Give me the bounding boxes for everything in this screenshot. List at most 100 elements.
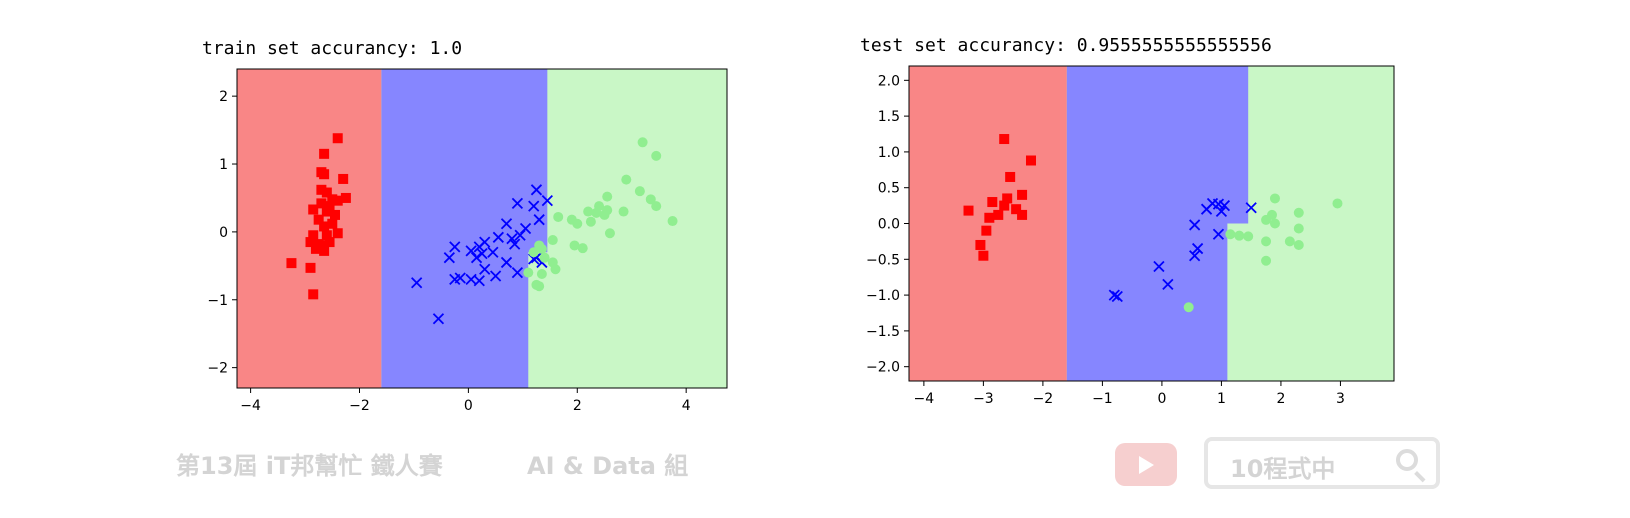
point-class-2 bbox=[536, 268, 547, 279]
point-class-2 bbox=[1269, 193, 1280, 204]
point-class-2 bbox=[645, 194, 656, 205]
point-class-0 bbox=[319, 148, 330, 159]
watermark-search-text: 10程式中 bbox=[1230, 455, 1336, 483]
point-class-1 bbox=[473, 241, 485, 253]
point-class-1 bbox=[487, 246, 499, 258]
watermark-category: AI & Data 組 bbox=[527, 452, 689, 480]
point-class-1 bbox=[1218, 199, 1231, 212]
point-class-2 bbox=[536, 243, 547, 254]
point-class-0 bbox=[330, 209, 340, 220]
x-tick-label: 2 bbox=[1276, 391, 1285, 407]
point-class-2 bbox=[1234, 230, 1245, 241]
point-class-1 bbox=[1245, 202, 1257, 214]
y-tick-label: 1 bbox=[219, 157, 228, 173]
point-class-1 bbox=[1212, 228, 1225, 240]
point-class-1 bbox=[1189, 250, 1201, 262]
point-class-1 bbox=[479, 263, 491, 275]
point-class-0 bbox=[975, 239, 986, 250]
point-class-2 bbox=[1269, 218, 1280, 229]
y-tick-label: 2.0 bbox=[878, 73, 900, 89]
point-class-1 bbox=[1111, 290, 1123, 303]
point-class-0 bbox=[981, 225, 992, 236]
point-class-1 bbox=[432, 313, 445, 325]
point-class-2 bbox=[1243, 231, 1254, 242]
x-tick-label: −2 bbox=[1033, 391, 1054, 407]
point-class-2 bbox=[572, 218, 583, 229]
point-class-0 bbox=[319, 169, 330, 180]
point-class-2 bbox=[1183, 302, 1194, 313]
x-tick-label: 0 bbox=[464, 398, 473, 414]
point-class-2 bbox=[1284, 236, 1295, 247]
point-class-2 bbox=[667, 216, 678, 227]
point-class-0 bbox=[1017, 189, 1028, 200]
watermark-event-name: 第13屆 iT邦幫忙 鐵人賽 bbox=[176, 452, 443, 480]
point-class-2 bbox=[1261, 214, 1272, 225]
point-class-0 bbox=[316, 198, 327, 209]
region-class-1 bbox=[1066, 66, 1249, 381]
point-class-2 bbox=[1332, 198, 1343, 209]
point-class-2 bbox=[1293, 223, 1304, 234]
region-class-0 bbox=[237, 69, 382, 388]
point-class-0 bbox=[332, 133, 343, 144]
point-class-1 bbox=[528, 200, 540, 212]
point-class-1 bbox=[506, 233, 518, 245]
point-class-1 bbox=[1108, 289, 1120, 301]
point-class-0 bbox=[993, 209, 1004, 220]
point-class-2 bbox=[602, 191, 613, 202]
point-class-0 bbox=[332, 228, 343, 239]
point-class-0 bbox=[338, 173, 349, 184]
point-class-0 bbox=[984, 212, 995, 223]
y-tick-label: −1.5 bbox=[866, 324, 900, 340]
point-class-1 bbox=[489, 270, 502, 282]
point-class-1 bbox=[500, 256, 513, 269]
point-class-0 bbox=[321, 187, 332, 198]
point-class-1 bbox=[1215, 205, 1228, 217]
y-tick-label: −1 bbox=[207, 293, 228, 309]
y-tick-label: 0.0 bbox=[878, 217, 900, 233]
x-tick-label: 2 bbox=[573, 398, 582, 414]
watermark-search-box: 10程式中 bbox=[1204, 437, 1440, 489]
point-class-0 bbox=[999, 200, 1010, 211]
point-class-2 bbox=[599, 209, 610, 220]
point-class-0 bbox=[1017, 209, 1028, 220]
point-class-0 bbox=[324, 201, 335, 212]
point-class-2 bbox=[553, 211, 564, 222]
point-class-0 bbox=[340, 192, 351, 203]
y-tick-label: 0 bbox=[219, 225, 228, 241]
point-class-1 bbox=[500, 218, 513, 230]
x-tick-label: 3 bbox=[1336, 391, 1345, 407]
point-class-2 bbox=[621, 174, 632, 185]
point-class-1 bbox=[449, 241, 461, 253]
y-tick-label: 1.0 bbox=[878, 145, 900, 161]
point-class-2 bbox=[618, 206, 629, 217]
point-class-1 bbox=[1189, 219, 1201, 231]
point-class-2 bbox=[547, 235, 558, 246]
point-class-0 bbox=[324, 237, 335, 248]
point-class-1 bbox=[465, 245, 477, 257]
point-class-0 bbox=[321, 230, 332, 241]
point-class-1 bbox=[511, 266, 524, 279]
y-tick-label: −2 bbox=[207, 361, 228, 377]
point-class-0 bbox=[978, 250, 989, 261]
point-class-0 bbox=[327, 218, 338, 229]
point-class-0 bbox=[1011, 204, 1022, 215]
point-class-1 bbox=[492, 231, 504, 243]
axes-frame bbox=[236, 68, 728, 389]
point-class-0 bbox=[305, 262, 316, 273]
x-tick-label: −2 bbox=[349, 398, 370, 414]
point-class-0 bbox=[310, 243, 321, 254]
point-class-1 bbox=[511, 197, 524, 210]
point-class-1 bbox=[1153, 260, 1165, 273]
point-class-2 bbox=[528, 247, 539, 258]
point-class-0 bbox=[963, 205, 974, 216]
point-class-2 bbox=[1261, 255, 1272, 266]
point-class-0 bbox=[321, 206, 332, 217]
point-class-0 bbox=[316, 240, 327, 251]
point-class-2 bbox=[534, 281, 545, 292]
point-class-0 bbox=[305, 237, 316, 248]
point-class-0 bbox=[308, 289, 319, 300]
point-class-0 bbox=[327, 194, 338, 205]
x-tick-label: −3 bbox=[973, 391, 994, 407]
region-class-1 bbox=[381, 69, 548, 388]
point-class-0 bbox=[987, 197, 998, 208]
